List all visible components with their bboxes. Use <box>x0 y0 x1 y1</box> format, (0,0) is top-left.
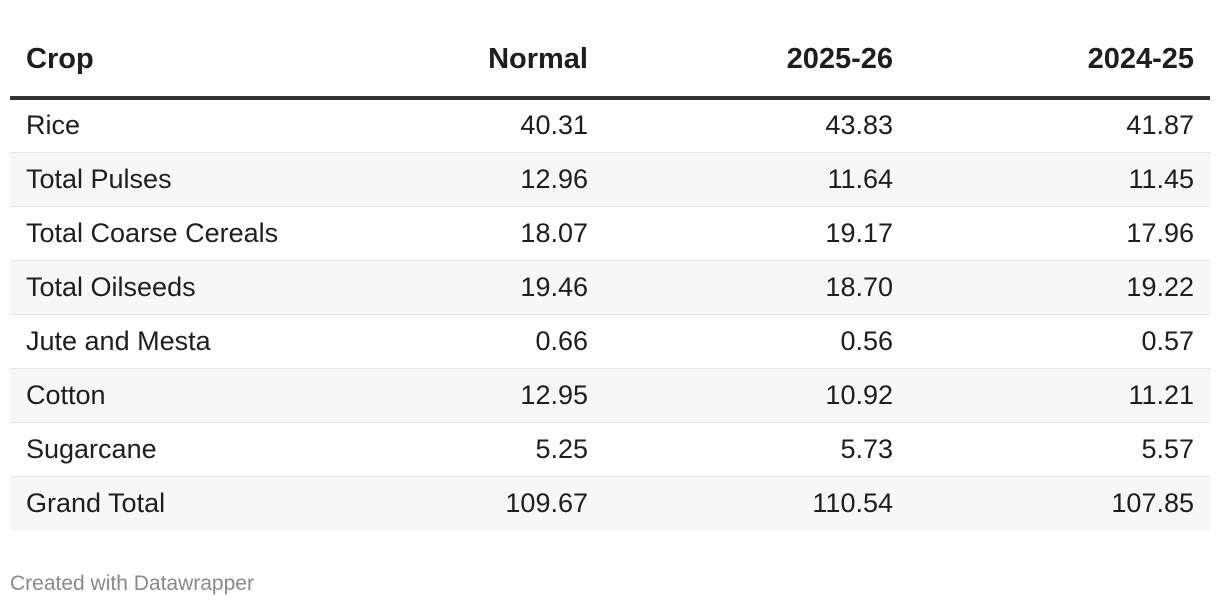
header-2025-26: 2025-26 <box>604 0 909 100</box>
table-cell: 43.83 <box>604 98 909 153</box>
table-cell: 109.67 <box>401 476 604 530</box>
row-label: Total Pulses <box>10 152 401 207</box>
table-cell: 0.57 <box>909 314 1210 369</box>
header-crop: Crop <box>10 0 401 100</box>
table-row: Grand Total 109.67 110.54 107.85 <box>10 476 1210 530</box>
table-row: Rice 40.31 43.83 41.87 <box>10 98 1210 153</box>
row-label: Total Oilseeds <box>10 260 401 315</box>
table-cell: 5.73 <box>604 422 909 477</box>
table-cell: 19.17 <box>604 206 909 261</box>
table-cell: 5.25 <box>401 422 604 477</box>
table-cell: 40.31 <box>401 98 604 153</box>
row-label: Total Coarse Cereals <box>10 206 401 261</box>
table-row: Total Oilseeds 19.46 18.70 19.22 <box>10 260 1210 315</box>
table-cell: 0.56 <box>604 314 909 369</box>
row-label: Jute and Mesta <box>10 314 401 369</box>
table-row: Jute and Mesta 0.66 0.56 0.57 <box>10 314 1210 369</box>
table-row: Total Coarse Cereals 18.07 19.17 17.96 <box>10 206 1210 261</box>
table-cell: 0.66 <box>401 314 604 369</box>
table-cell: 107.85 <box>909 476 1210 530</box>
table-cell: 17.96 <box>909 206 1210 261</box>
table-cell: 11.21 <box>909 368 1210 423</box>
table-cell: 11.45 <box>909 152 1210 207</box>
table-cell: 41.87 <box>909 98 1210 153</box>
table-cell: 11.64 <box>604 152 909 207</box>
table-cell: 18.07 <box>401 206 604 261</box>
row-label: Rice <box>10 98 401 153</box>
table-cell: 12.95 <box>401 368 604 423</box>
header-normal: Normal <box>401 0 604 100</box>
table-cell: 12.96 <box>401 152 604 207</box>
table-cell: 19.22 <box>909 260 1210 315</box>
table-cell: 5.57 <box>909 422 1210 477</box>
table-cell: 10.92 <box>604 368 909 423</box>
table-cell: 18.70 <box>604 260 909 315</box>
table-row: Sugarcane 5.25 5.73 5.57 <box>10 422 1210 477</box>
header-2024-25: 2024-25 <box>909 0 1210 100</box>
row-label: Sugarcane <box>10 422 401 477</box>
credit-footer: Created with Datawrapper <box>10 572 254 595</box>
row-label: Grand Total <box>10 476 401 530</box>
header-row: Crop Normal 2025-26 2024-25 <box>10 0 1210 100</box>
table-body: Rice 40.31 43.83 41.87 Total Pulses 12.96 11.6… <box>10 98 1210 530</box>
table-row: Cotton 12.95 10.92 11.21 <box>10 368 1210 423</box>
crop-table: Crop Normal 2025-26 2024-25 Rice 40.31 43.… <box>10 0 1210 530</box>
table-cell: 110.54 <box>604 476 909 530</box>
row-label: Cotton <box>10 368 401 423</box>
table-cell: 19.46 <box>401 260 604 315</box>
table-row: Total Pulses 12.96 11.64 11.45 <box>10 152 1210 207</box>
data-table-container: Crop Normal 2025-26 2024-25 Rice 40.31 43.… <box>10 0 1210 530</box>
